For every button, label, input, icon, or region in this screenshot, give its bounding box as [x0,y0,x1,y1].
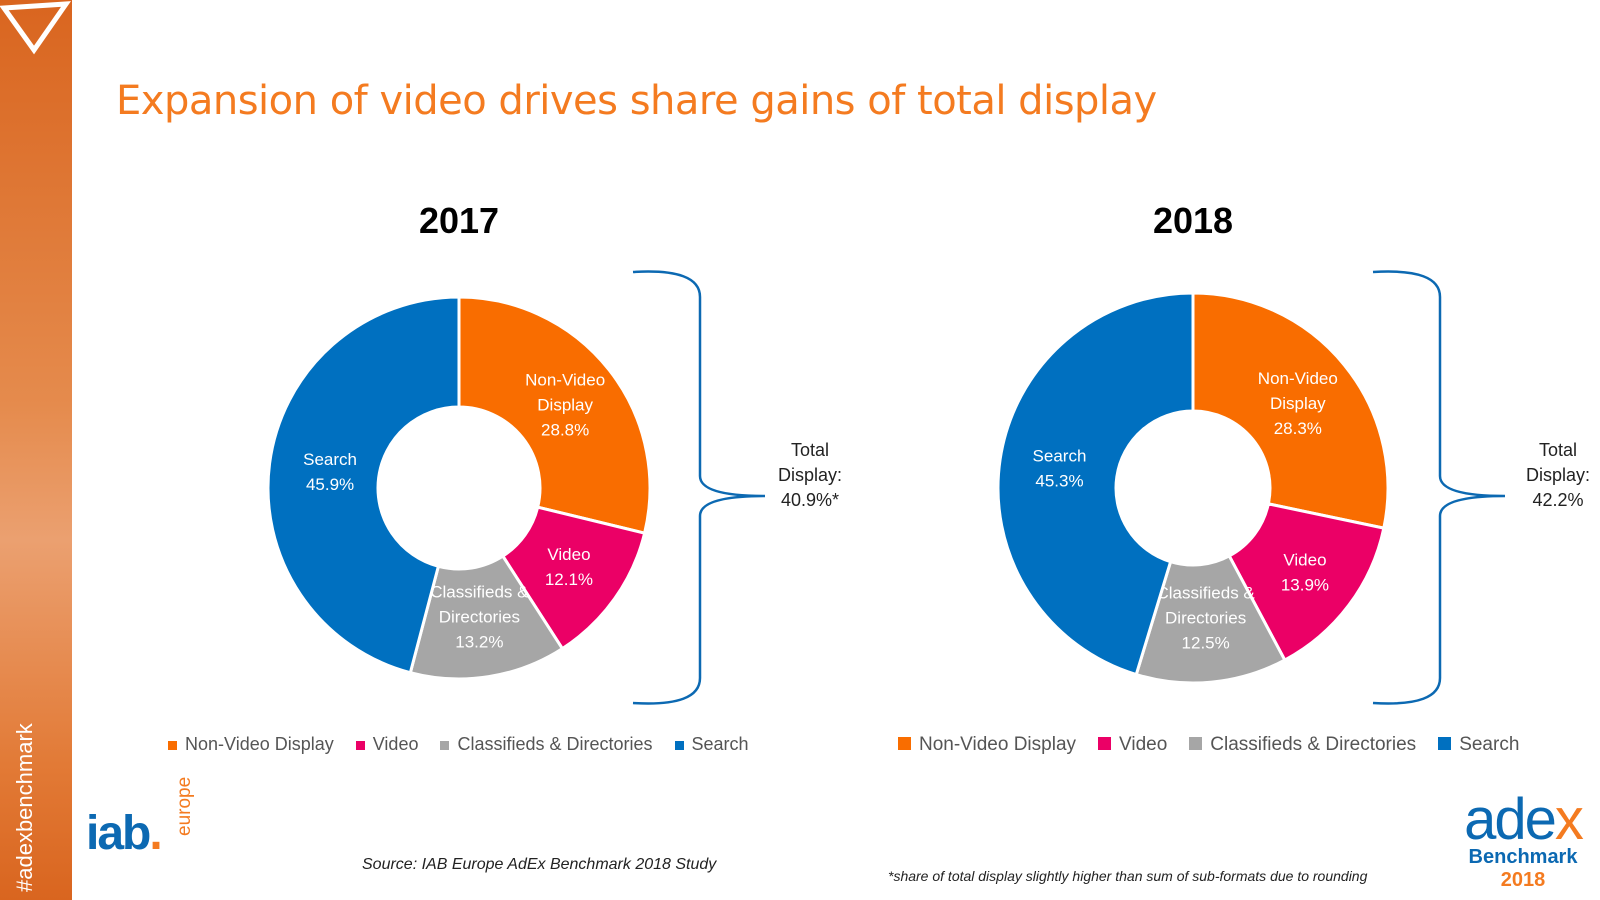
legend-swatch [440,741,450,750]
donut-slice-search [996,291,1195,677]
data-label: Classifieds & Directories 12.5% [1157,583,1256,652]
legend-swatch [1438,737,1452,750]
donut-slice-search [266,295,461,675]
triangle-logo-icon [0,1,72,55]
legend-2017: Non-Video Display Video Classifieds & Dire… [168,734,749,755]
data-label: Non-Video Display 28.3% [1258,369,1338,438]
total-display-2018: Total Display: 42.2% [1525,440,1591,510]
legend-item: Non-Video Display [898,734,1076,756]
legend-item: Classifieds & Directories [1189,734,1416,756]
legend-label: Video [372,734,419,754]
legend-swatch [355,741,365,750]
total-display-bracket [632,270,766,705]
data-label: Search 45.3% [1033,447,1087,491]
donut-slice-classifieds-directories [1134,553,1287,685]
legend-swatch [168,741,177,750]
data-label: Search 45.9% [303,450,357,494]
legend-label: Classifieds & Directories [1210,734,1417,755]
donut-slice-video [1227,502,1386,663]
data-label: Classifieds & Directories 13.2% [430,582,529,651]
chart-title-2017: 2017 [418,200,500,241]
sidebar-strip: #adexbenchmark [0,0,72,900]
legend-item: Video [355,734,419,755]
legend-item: Classifieds & Directories [440,734,653,755]
legend-item: Non-Video Display [168,734,334,755]
donut-slice-classifieds-directories [408,554,565,681]
donut-slice-non-video-display [1191,291,1390,530]
legend-swatch [1098,737,1112,750]
legend-label: Non-Video Display [919,734,1077,755]
chart-title-2018: 2018 [1152,200,1234,241]
legend-item: Video [1098,734,1167,756]
legend-item: Search [1438,734,1519,756]
legend-label: Search [691,734,749,754]
legend-label: Search [1459,734,1520,755]
page-title: Expansion of video drives share gains of… [116,78,1157,124]
iab-europe-logo: iab. europe [86,776,195,860]
legend-item: Search [674,734,749,755]
source-note: Source: IAB Europe AdEx Benchmark 2018 S… [362,856,717,873]
legend-2018: Non-Video Display Video Classifieds & Dire… [898,734,1519,756]
data-label: Video 13.9% [1281,551,1329,595]
legend-swatch [1189,737,1203,750]
data-label: Video 12.1% [545,545,593,589]
legend-swatch [898,737,911,750]
footnote: *share of total display slightly higher … [888,868,1368,884]
legend-label: Classifieds & Directories [457,734,653,754]
data-label: Non-Video Display 28.8% [525,371,605,440]
total-display-bracket [1372,270,1506,705]
legend-label: Video [1119,734,1168,755]
donut-slice-non-video-display [457,295,652,535]
adex-benchmark-logo: adex Benchmark 2018 [1464,787,1584,892]
total-display-2017: Total Display: 40.9%* [777,440,843,510]
legend-swatch [674,741,684,750]
legend-label: Non-Video Display [185,734,334,754]
